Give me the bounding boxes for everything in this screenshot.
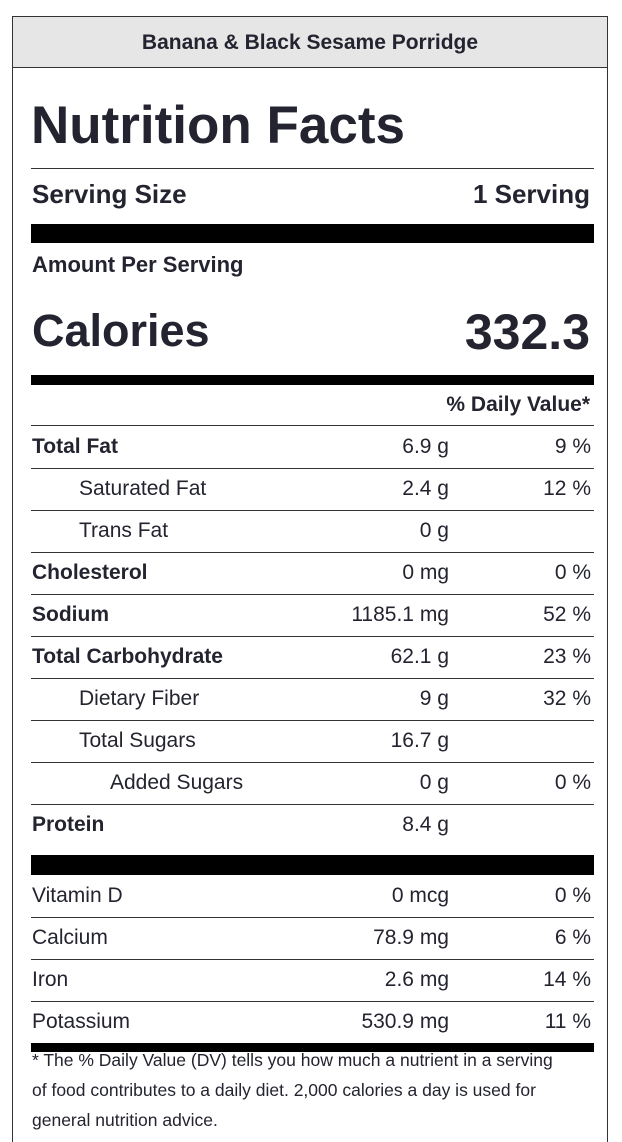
nutrient-amount: 2.4 g <box>402 477 449 500</box>
nutrient-name: Total Fat <box>32 435 118 458</box>
nutrient-row: Added Sugars 0 g 0 % <box>31 762 594 804</box>
divider <box>31 762 594 763</box>
nutrient-name: Total Carbohydrate <box>32 645 223 668</box>
thick-divider <box>31 375 594 385</box>
nutrient-amount: 1185.1 mg <box>351 603 449 626</box>
divider <box>31 636 594 637</box>
serving-size-value: 1 Serving <box>472 179 590 209</box>
nutrient-row: Trans Fat 0 g <box>31 510 594 552</box>
divider <box>31 552 594 553</box>
serving-size-label: Serving Size <box>32 179 187 209</box>
nutrient-row: Total Carbohydrate 62.1 g 23 % <box>31 636 594 678</box>
nutrient-amount: 0 g <box>419 519 449 542</box>
divider <box>31 917 594 918</box>
divider <box>31 168 594 169</box>
nutrition-label: Banana & Black Sesame Porridge Nutrition… <box>12 16 608 1142</box>
nutrient-row: Total Fat 6.9 g 9 % <box>31 426 594 468</box>
nutrient-amount: 6.9 g <box>402 435 449 458</box>
nutrient-amount: 8.4 g <box>402 813 449 836</box>
nutrient-amount: 0 g <box>419 771 449 794</box>
calories-label: Calories <box>32 305 210 356</box>
thick-divider <box>31 224 594 243</box>
nutrient-daily-value: 0 % <box>554 771 591 794</box>
nutrient-name: Added Sugars <box>110 771 244 794</box>
nutrient-name: Protein <box>32 813 105 836</box>
divider <box>31 959 594 960</box>
nutrient-daily-value: 11 % <box>544 1010 591 1033</box>
footnote: * The % Daily Value (DV) tells you how m… <box>32 1050 553 1130</box>
divider <box>31 425 594 426</box>
thick-divider <box>31 855 594 875</box>
nutrient-daily-value: 0 % <box>554 884 591 907</box>
divider <box>31 1001 594 1002</box>
nutrient-amount: 16.7 g <box>390 729 449 752</box>
nutrient-name: Total Sugars <box>79 729 196 752</box>
nutrient-row: Sodium 1185.1 mg 52 % <box>31 594 594 636</box>
nutrient-daily-value: 14 % <box>543 968 591 991</box>
nutrient-daily-value: 6 % <box>554 926 591 949</box>
nutrient-row: Dietary Fiber 9 g 32 % <box>31 678 594 720</box>
divider <box>31 804 594 805</box>
nutrient-name: Iron <box>32 968 69 991</box>
nutrient-daily-value: 9 % <box>554 435 591 458</box>
nutrient-row: Calcium 78.9 mg 6 % <box>31 917 594 959</box>
calories-value: 332.3 <box>464 304 590 360</box>
nutrient-name: Calcium <box>32 926 108 949</box>
nutrient-row: Protein 8.4 g <box>31 804 594 846</box>
nutrient-name: Sodium <box>32 603 109 626</box>
nutrient-daily-value: 12 % <box>543 477 591 500</box>
nutrient-daily-value: 52 % <box>543 603 591 626</box>
nutrient-amount: 78.9 mg <box>373 926 449 949</box>
divider <box>31 510 594 511</box>
nutrient-row: Potassium 530.9 mg 11 % <box>31 1001 594 1043</box>
nutrient-daily-value: 23 % <box>543 645 591 668</box>
thick-divider <box>31 1043 594 1052</box>
nutrient-name: Cholesterol <box>32 561 148 584</box>
nutrient-amount: 62.1 g <box>390 645 449 668</box>
label-title: Banana & Black Sesame Porridge <box>13 17 607 68</box>
nutrient-row: Cholesterol 0 mg 0 % <box>31 552 594 594</box>
daily-value-header: % Daily Value* <box>446 393 590 416</box>
nutrient-row: Total Sugars 16.7 g <box>31 720 594 762</box>
nutrient-amount: 0 mcg <box>391 884 449 907</box>
divider <box>31 678 594 679</box>
nutrient-amount: 2.6 mg <box>384 968 449 991</box>
nutrient-amount: 0 mg <box>402 561 449 584</box>
nutrient-daily-value: 32 % <box>543 687 591 710</box>
amount-per-serving: Amount Per Serving <box>32 252 244 277</box>
heading: Nutrition Facts <box>31 96 405 155</box>
nutrient-row: Saturated Fat 2.4 g 12 % <box>31 468 594 510</box>
nutrient-name: Vitamin D <box>32 884 123 907</box>
nutrient-name: Dietary Fiber <box>79 687 200 710</box>
nutrient-row: Vitamin D 0 mcg 0 % <box>31 875 594 917</box>
divider <box>31 468 594 469</box>
nutrient-amount: 9 g <box>419 687 449 710</box>
nutrient-name: Saturated Fat <box>79 477 207 500</box>
nutrient-row: Iron 2.6 mg 14 % <box>31 959 594 1001</box>
nutrient-name: Trans Fat <box>79 519 169 542</box>
nutrient-name: Potassium <box>32 1010 131 1033</box>
nutrient-amount: 530.9 mg <box>361 1010 449 1033</box>
divider <box>31 594 594 595</box>
divider <box>31 720 594 721</box>
nutrient-daily-value: 0 % <box>554 561 591 584</box>
